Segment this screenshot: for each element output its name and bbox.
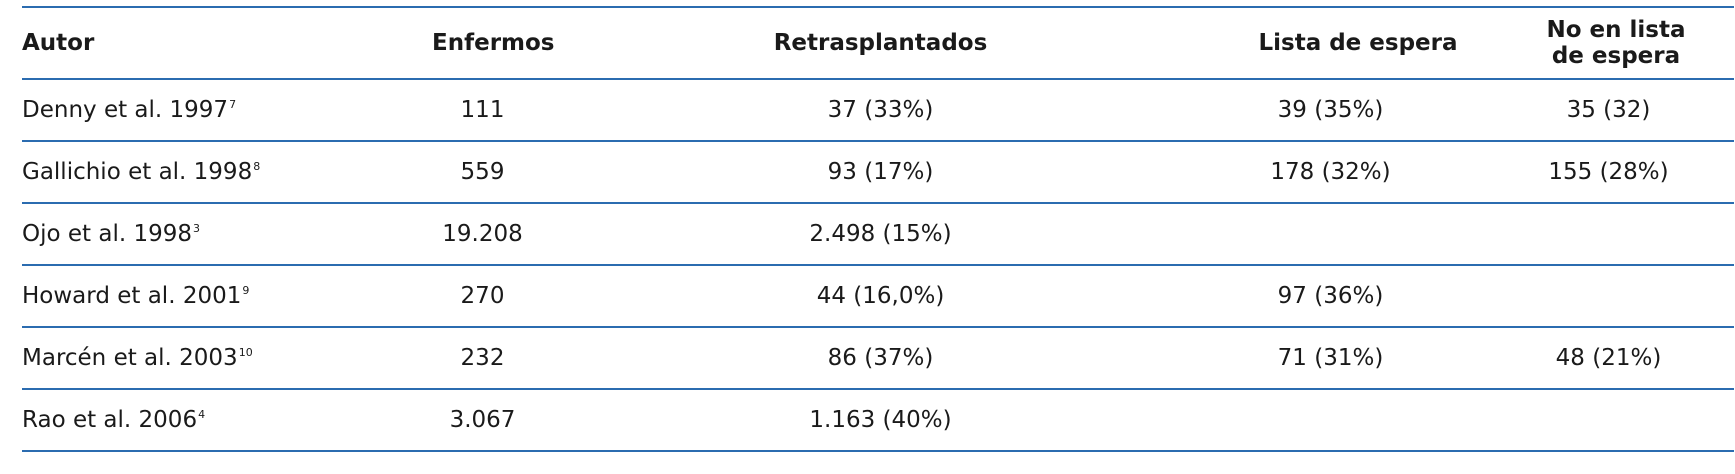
table-row: Ojo et al. 19983 19.208 2.498 (15%) [22, 203, 1734, 265]
retransplant-table: Autor Enfermos Retrasplantados Lista de … [22, 6, 1734, 452]
header-lista-espera: Lista de espera [1258, 30, 1458, 56]
table-row: Denny et al. 19977 111 37 (33%) 39 (35%)… [22, 79, 1734, 141]
cell-lista-espera: 71 (31%) [1277, 345, 1384, 371]
cell-retrasplantados: 93 (17%) [827, 159, 934, 185]
cell-autor: Ojo et al. 19983 [22, 203, 337, 265]
autor-text: Marcén et al. 2003 [22, 345, 238, 371]
cell-autor: Howard et al. 20019 [22, 265, 337, 327]
header-enfermos: Enfermos [432, 30, 555, 56]
reference-superscript: 3 [193, 222, 200, 236]
cell-no-lista-espera [1528, 265, 1734, 327]
cell-autor: Gallichio et al. 19988 [22, 141, 337, 203]
cell-retrasplantados: 1.163 (40%) [809, 407, 952, 433]
cell-enfermos: 111 [460, 97, 505, 123]
cell-no-lista-espera: 48 (21%) [1555, 345, 1662, 371]
cell-enfermos: 270 [460, 283, 505, 309]
header-retrasplantados: Retrasplantados [773, 30, 988, 56]
autor-text: Howard et al. 2001 [22, 283, 242, 309]
reference-superscript: 7 [229, 98, 237, 112]
cell-lista-espera: 39 (35%) [1277, 97, 1384, 123]
cell-enfermos: 3.067 [449, 407, 516, 433]
cell-lista-espera: 97 (36%) [1277, 283, 1384, 309]
autor-text: Denny et al. 1997 [22, 97, 229, 123]
cell-enfermos: 232 [460, 345, 505, 371]
cell-no-lista-espera: 35 (32) [1566, 97, 1651, 123]
table-header: Autor Enfermos Retrasplantados Lista de … [22, 7, 1734, 79]
cell-no-lista-espera: 155 (28%) [1548, 159, 1669, 185]
cell-enfermos: 559 [460, 159, 505, 185]
cell-retrasplantados: 86 (37%) [827, 345, 934, 371]
table-body: Denny et al. 19977 111 37 (33%) 39 (35%)… [22, 79, 1734, 451]
autor-text: Rao et al. 2006 [22, 407, 198, 433]
reference-superscript: 9 [242, 284, 250, 298]
cell-no-lista-espera [1528, 203, 1734, 265]
cell-retrasplantados: 44 (16,0%) [816, 283, 945, 309]
table-row: Rao et al. 20064 3.067 1.163 (40%) [22, 389, 1734, 451]
cell-autor: Denny et al. 19977 [22, 79, 337, 141]
cell-lista-espera [1088, 203, 1528, 265]
retransplant-table-container: Autor Enfermos Retrasplantados Lista de … [22, 6, 1734, 452]
cell-lista-espera: 178 (32%) [1270, 159, 1391, 185]
header-autor: Autor [22, 30, 95, 56]
autor-text: Ojo et al. 1998 [22, 221, 192, 247]
reference-superscript: 4 [198, 408, 206, 422]
reference-superscript: 10 [238, 346, 253, 360]
cell-autor: Rao et al. 20064 [22, 389, 337, 451]
cell-autor: Marcén et al. 200310 [22, 327, 337, 389]
table-row: Howard et al. 20019 270 44 (16,0%) 97 (3… [22, 265, 1734, 327]
table-row: Gallichio et al. 19988 559 93 (17%) 178 … [22, 141, 1734, 203]
cell-retrasplantados: 37 (33%) [827, 97, 934, 123]
cell-retrasplantados: 2.498 (15%) [809, 221, 952, 247]
autor-text: Gallichio et al. 1998 [22, 159, 253, 185]
cell-enfermos: 19.208 [442, 221, 523, 247]
header-no-lista-espera: No en lista de espera [1546, 17, 1686, 69]
reference-superscript: 8 [253, 160, 261, 174]
cell-lista-espera [1088, 389, 1528, 451]
header-row: Autor Enfermos Retrasplantados Lista de … [22, 7, 1734, 79]
cell-no-lista-espera [1528, 389, 1734, 451]
table-row: Marcén et al. 200310 232 86 (37%) 71 (31… [22, 327, 1734, 389]
